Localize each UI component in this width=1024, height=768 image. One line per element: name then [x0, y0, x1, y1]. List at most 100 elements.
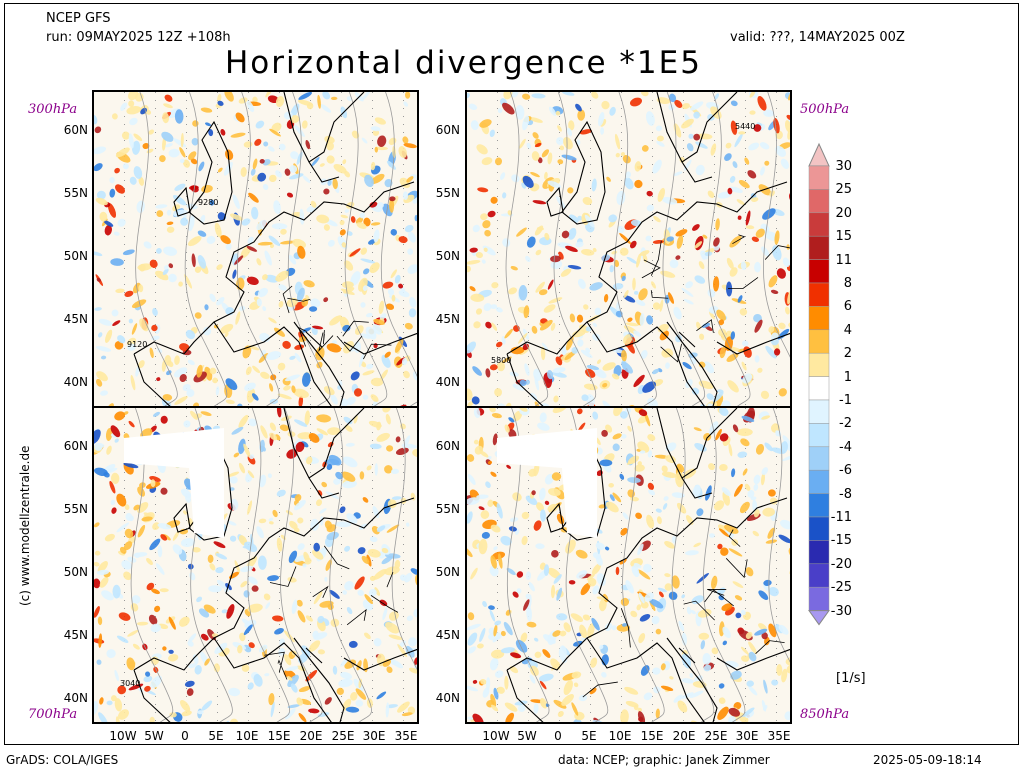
- lat-label: 40N: [435, 691, 460, 705]
- colorbar-label: 1: [843, 369, 852, 385]
- colorbar-swatch: [808, 352, 830, 377]
- level-label-700: 700hPa: [28, 707, 78, 722]
- footer-grads: GrADS: COLA/IGES: [6, 753, 119, 767]
- colorbar-label: 2: [843, 346, 852, 362]
- lat-label: 60N: [63, 439, 88, 453]
- colorbar-swatch: [808, 493, 830, 518]
- lat-label: 55N: [435, 502, 460, 516]
- divergence-field-700hpa: [94, 408, 417, 722]
- colorbar-swatch: [808, 540, 830, 565]
- colorbar-label: 25: [835, 182, 852, 198]
- colorbar-swatch: [808, 329, 830, 354]
- lat-label: 40N: [63, 691, 88, 705]
- map-title: Horizontal divergence *1E5: [225, 45, 702, 81]
- lon-label: 0: [554, 729, 562, 743]
- footer-timestamp: 2025-05-09-18:14: [873, 753, 982, 767]
- colorbar-swatch: [808, 165, 830, 190]
- level-label-500: 500hPa: [800, 102, 850, 117]
- lat-label: 50N: [435, 249, 460, 263]
- map-panel-850hpa: [465, 406, 792, 724]
- footer-data-credit: data: NCEP; graphic: Janek Zimmer: [558, 753, 770, 767]
- divergence-field-500hpa: [467, 92, 790, 406]
- colorbar-swatch: [808, 563, 830, 588]
- colorbar-label: -2: [839, 416, 852, 432]
- lat-label: 50N: [63, 249, 88, 263]
- lat-label: 45N: [435, 312, 460, 326]
- lon-label: 10E: [235, 729, 259, 743]
- colorbar: [808, 142, 830, 626]
- lon-label: 5E: [208, 729, 224, 743]
- lon-label: 0: [181, 729, 189, 743]
- colorbar-unit: [1/s]: [836, 671, 866, 686]
- colorbar-label: -8: [839, 486, 852, 502]
- lon-label: 20E: [299, 729, 323, 743]
- lat-label: 60N: [63, 123, 88, 137]
- divergence-field-300hpa: [94, 92, 417, 406]
- level-label-300: 300hPa: [28, 102, 78, 117]
- lat-label: 50N: [63, 565, 88, 579]
- colorbar-swatch: [808, 399, 830, 424]
- lon-label: 5W: [517, 729, 537, 743]
- colorbar-label: -25: [830, 580, 852, 596]
- colorbar-label: 15: [835, 229, 852, 245]
- colorbar-label: 30: [835, 159, 852, 174]
- lat-label: 45N: [63, 312, 88, 326]
- lon-label: 30E: [362, 729, 386, 743]
- colorbar-bottom-arrow: [808, 610, 830, 626]
- lat-label: 45N: [63, 628, 88, 642]
- lon-label: 15E: [640, 729, 664, 743]
- lat-label: 55N: [435, 186, 460, 200]
- colorbar-label: -6: [839, 463, 852, 479]
- colorbar-swatch: [808, 212, 830, 237]
- colorbar-swatch: [808, 235, 830, 260]
- lon-label: 30E: [735, 729, 759, 743]
- colorbar-swatch: [808, 446, 830, 471]
- run-info: run: 09MAY2025 12Z +108h: [46, 30, 231, 45]
- colorbar-label: -11: [830, 510, 852, 525]
- colorbar-label: 4: [843, 322, 852, 338]
- lon-label: 20E: [672, 729, 696, 743]
- lon-label: 35E: [394, 729, 418, 743]
- valid-time: valid: ???, 14MAY2025 00Z: [730, 30, 905, 45]
- colorbar-label: 20: [835, 205, 852, 221]
- colorbar-swatch: [808, 586, 830, 611]
- lat-label: 40N: [63, 375, 88, 389]
- contour-label: 3040: [120, 679, 141, 688]
- colorbar-label: 6: [843, 299, 852, 315]
- colorbar-swatch: [808, 189, 830, 214]
- lat-label: 55N: [63, 502, 88, 516]
- lon-label: 10E: [608, 729, 632, 743]
- copyright-credit: (c) www.modellzentrale.de: [18, 445, 32, 606]
- figure-frame: [4, 3, 1019, 745]
- lon-label: 35E: [767, 729, 791, 743]
- lon-label: 10W: [482, 729, 510, 743]
- lon-label: 10W: [109, 729, 137, 743]
- lat-label: 60N: [435, 123, 460, 137]
- colorbar-label: -30: [830, 603, 852, 619]
- colorbar-swatch: [808, 376, 830, 401]
- masked-region: [497, 428, 597, 538]
- colorbar-swatch: [808, 282, 830, 307]
- lat-label: 40N: [435, 375, 460, 389]
- lat-label: 60N: [435, 439, 460, 453]
- level-label-850: 850hPa: [800, 707, 850, 722]
- colorbar-label: -1: [839, 393, 852, 408]
- colorbar-label: -4: [839, 439, 852, 455]
- lat-label: 55N: [63, 186, 88, 200]
- colorbar-swatch: [808, 306, 830, 331]
- colorbar-top-arrow: [808, 142, 830, 167]
- contour-label: 9280: [198, 198, 219, 207]
- lon-label: 25E: [331, 729, 355, 743]
- divergence-field-850hpa: [467, 408, 790, 722]
- masked-region: [124, 428, 224, 538]
- lon-label: 5W: [144, 729, 164, 743]
- colorbar-label: -15: [830, 533, 852, 549]
- colorbar-label: 11: [835, 252, 852, 268]
- colorbar-label: 8: [843, 276, 852, 291]
- colorbar-label: -20: [830, 556, 852, 572]
- contour-label: 5440: [735, 122, 756, 131]
- contour-label: 9120: [127, 340, 148, 349]
- lon-label: 15E: [267, 729, 291, 743]
- model-name: NCEP GFS: [46, 11, 111, 26]
- lat-label: 50N: [435, 565, 460, 579]
